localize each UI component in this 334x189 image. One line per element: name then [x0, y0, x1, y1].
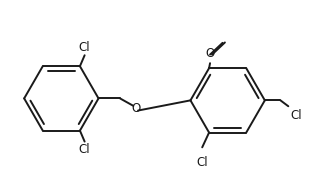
Text: Cl: Cl [290, 109, 302, 122]
Text: O: O [205, 47, 215, 60]
Text: Cl: Cl [79, 41, 91, 54]
Text: methoxy: methoxy [225, 40, 231, 41]
Text: Cl: Cl [196, 156, 208, 169]
Text: O: O [131, 102, 140, 115]
Text: Cl: Cl [79, 143, 91, 156]
